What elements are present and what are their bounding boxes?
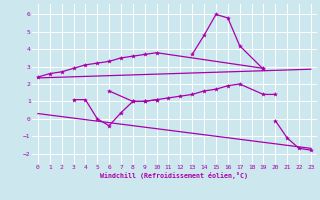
X-axis label: Windchill (Refroidissement éolien,°C): Windchill (Refroidissement éolien,°C) [100, 172, 248, 179]
